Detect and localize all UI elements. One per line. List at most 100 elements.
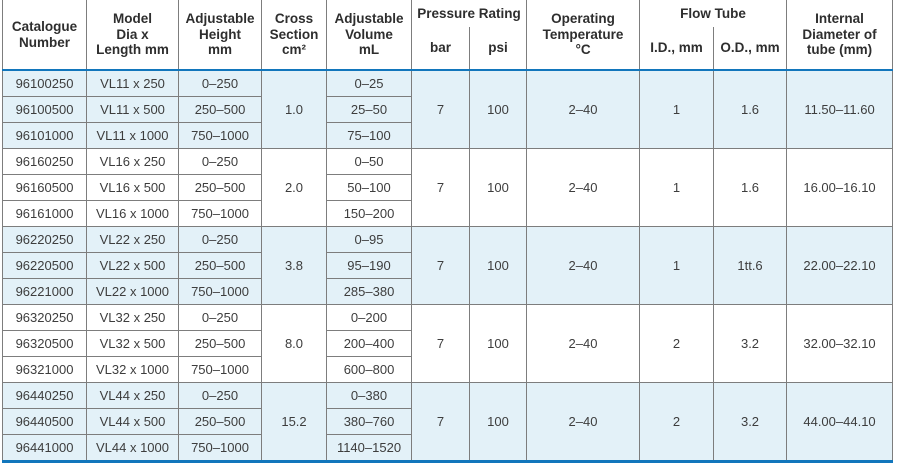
height-cell: 750–1000 bbox=[178, 278, 262, 305]
catalogue-cell: 96220250 bbox=[2, 226, 87, 253]
height-cell: 750–1000 bbox=[178, 434, 262, 462]
table-row: 96321000 VL32 x 1000 750–1000 600–800 bbox=[2, 356, 893, 383]
header-internal-diameter: Internal Diameter of tube (mm) bbox=[786, 0, 894, 71]
flow-id-cell: 1 bbox=[639, 148, 715, 227]
pressure-bar-cell: 7 bbox=[411, 304, 470, 383]
model-cell: VL22 x 250 bbox=[86, 226, 179, 253]
header-operating-temperature: Operating Temperature °C bbox=[526, 0, 641, 71]
catalogue-cell: 96220500 bbox=[2, 252, 87, 279]
height-cell: 250–500 bbox=[178, 96, 262, 123]
volume-cell: 285–380 bbox=[326, 278, 412, 305]
height-cell: 0–250 bbox=[178, 70, 262, 97]
catalogue-cell: 96440250 bbox=[2, 382, 87, 409]
header-cross-section: Cross Section cm² bbox=[261, 0, 327, 71]
model-cell: VL16 x 1000 bbox=[86, 200, 179, 227]
internal-diameter-cell: 22.00–22.10 bbox=[786, 226, 894, 305]
pressure-bar-cell: 7 bbox=[411, 148, 470, 227]
header-psi: psi bbox=[468, 27, 528, 71]
height-cell: 750–1000 bbox=[178, 200, 262, 227]
height-cell: 0–250 bbox=[178, 304, 262, 331]
pressure-psi-cell: 100 bbox=[468, 304, 528, 383]
catalogue-cell: 96100250 bbox=[2, 70, 87, 97]
temperature-cell: 2–40 bbox=[526, 382, 641, 462]
header-adjustable-height: Adjustable Height mm bbox=[178, 0, 262, 71]
volume-cell: 75–100 bbox=[326, 122, 412, 149]
table-row: 96160250 VL16 x 250 0–250 2.0 0–50 7 100… bbox=[2, 148, 894, 227]
height-cell: 250–500 bbox=[178, 252, 262, 279]
height-cell: 0–250 bbox=[178, 148, 262, 175]
temperature-cell: 2–40 bbox=[526, 226, 641, 305]
header-catalogue-number: Catalogue Number bbox=[2, 0, 87, 71]
table-row: 96220250 VL22 x 250 0–250 3.8 0–95 7 100… bbox=[2, 226, 894, 305]
cross-section-cell: 8.0 bbox=[261, 304, 327, 383]
volume-cell: 0–95 bbox=[326, 226, 412, 253]
model-cell: VL11 x 1000 bbox=[86, 122, 179, 149]
table-row: 96320500 VL32 x 500 250–500 200–400 bbox=[2, 330, 893, 357]
volume-cell: 150–200 bbox=[326, 200, 412, 227]
table-row: 96440500 VL44 x 500 250–500 380–760 bbox=[2, 408, 893, 435]
height-cell: 750–1000 bbox=[178, 122, 262, 149]
table-row: 96320250 VL32 x 250 0–250 8.0 0–200 7 10… bbox=[2, 304, 894, 383]
catalogue-cell: 96100500 bbox=[2, 96, 87, 123]
flow-od-cell: 1tt.6 bbox=[713, 226, 788, 305]
volume-cell: 0–200 bbox=[326, 304, 412, 331]
table-row: 96220500 VL22 x 500 250–500 95–190 bbox=[2, 252, 893, 279]
header-flow-tube: Flow Tube bbox=[639, 0, 788, 27]
table-row: 96100500 VL11 x 500 250–500 25–50 bbox=[2, 96, 893, 123]
catalogue-cell: 96221000 bbox=[2, 278, 87, 305]
header-model: Model Dia x Length mm bbox=[86, 0, 179, 71]
flow-od-cell: 3.2 bbox=[713, 304, 788, 383]
model-cell: VL44 x 250 bbox=[86, 382, 179, 409]
catalogue-cell: 96441000 bbox=[2, 434, 87, 462]
flow-id-cell: 2 bbox=[639, 382, 715, 462]
table-row: 96221000 VL22 x 1000 750–1000 285–380 bbox=[2, 278, 893, 305]
model-cell: VL16 x 250 bbox=[86, 148, 179, 175]
volume-cell: 0–380 bbox=[326, 382, 412, 409]
pressure-bar-cell: 7 bbox=[411, 382, 470, 462]
volume-cell: 1140–1520 bbox=[326, 434, 412, 462]
height-cell: 0–250 bbox=[178, 382, 262, 409]
pressure-psi-cell: 100 bbox=[468, 148, 528, 227]
flow-id-cell: 1 bbox=[639, 226, 715, 305]
pressure-psi-cell: 100 bbox=[468, 226, 528, 305]
height-cell: 0–250 bbox=[178, 226, 262, 253]
flow-id-cell: 2 bbox=[639, 304, 715, 383]
header-bar: bar bbox=[411, 27, 470, 71]
model-cell: VL32 x 1000 bbox=[86, 356, 179, 383]
table-body: 96100250 VL11 x 250 0–250 1.0 0–25 7 100… bbox=[2, 70, 894, 462]
volume-cell: 25–50 bbox=[326, 96, 412, 123]
flow-od-cell: 3.2 bbox=[713, 382, 788, 462]
temperature-cell: 2–40 bbox=[526, 148, 641, 227]
table-row: 96101000 VL11 x 1000 750–1000 75–100 bbox=[2, 122, 893, 149]
catalogue-cell: 96160500 bbox=[2, 174, 87, 201]
volume-cell: 0–50 bbox=[326, 148, 412, 175]
table-row: 96440250 VL44 x 250 0–250 15.2 0–380 7 1… bbox=[2, 382, 894, 462]
height-cell: 250–500 bbox=[178, 174, 262, 201]
flow-id-cell: 1 bbox=[639, 70, 715, 149]
pressure-psi-cell: 100 bbox=[468, 70, 528, 149]
volume-cell: 0–25 bbox=[326, 70, 412, 97]
cross-section-cell: 2.0 bbox=[261, 148, 327, 227]
cross-section-cell: 15.2 bbox=[261, 382, 327, 462]
catalogue-cell: 96440500 bbox=[2, 408, 87, 435]
flow-od-cell: 1.6 bbox=[713, 70, 788, 149]
pressure-bar-cell: 7 bbox=[411, 70, 470, 149]
catalogue-cell: 96101000 bbox=[2, 122, 87, 149]
table-row: 96441000 VL44 x 1000 750–1000 1140–1520 bbox=[2, 434, 893, 462]
volume-cell: 380–760 bbox=[326, 408, 412, 435]
model-cell: VL11 x 250 bbox=[86, 70, 179, 97]
height-cell: 250–500 bbox=[178, 408, 262, 435]
header-od-mm: O.D., mm bbox=[713, 27, 788, 71]
internal-diameter-cell: 11.50–11.60 bbox=[786, 70, 894, 149]
pressure-bar-cell: 7 bbox=[411, 226, 470, 305]
flow-od-cell: 1.6 bbox=[713, 148, 788, 227]
temperature-cell: 2–40 bbox=[526, 304, 641, 383]
table-row: 96160500 VL16 x 500 250–500 50–100 bbox=[2, 174, 893, 201]
header-adjustable-volume: Adjustable Volume mL bbox=[326, 0, 412, 71]
model-cell: VL22 x 1000 bbox=[86, 278, 179, 305]
cross-section-cell: 3.8 bbox=[261, 226, 327, 305]
catalogue-cell: 96161000 bbox=[2, 200, 87, 227]
volume-cell: 200–400 bbox=[326, 330, 412, 357]
